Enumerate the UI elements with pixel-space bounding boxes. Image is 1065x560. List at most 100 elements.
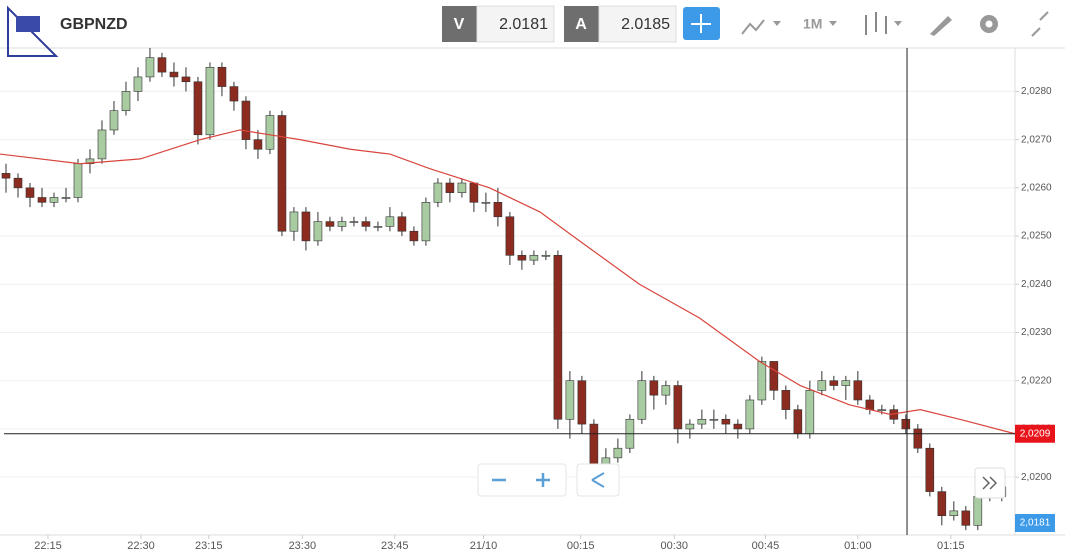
collapse-icon[interactable] — [1031, 11, 1049, 37]
candle-body — [709, 418, 719, 421]
candle-body — [97, 129, 107, 160]
candle-body — [673, 385, 683, 430]
candle-body — [613, 447, 623, 459]
candle-body — [337, 221, 347, 227]
symbol: GBPNZD — [60, 16, 128, 33]
crosshair-price: 2,0209 — [1020, 428, 1051, 439]
draw-icon[interactable] — [930, 16, 952, 36]
y-tick-label: 2,0230 — [1021, 327, 1052, 338]
candle-body — [865, 399, 875, 410]
y-tick-label: 2,0260 — [1021, 182, 1052, 193]
zoom-in[interactable] — [536, 473, 550, 487]
share-button[interactable] — [576, 463, 620, 497]
bid-label: V — [454, 16, 465, 33]
candle-body — [349, 221, 359, 223]
ask-box — [598, 5, 677, 43]
share-icon — [591, 472, 605, 488]
dropdown-arrow — [829, 21, 837, 26]
candle-body — [445, 182, 455, 193]
candle-body — [361, 221, 371, 227]
candle-body — [1, 173, 11, 179]
y-tick-label: 2,0250 — [1021, 231, 1052, 242]
candle-body — [877, 409, 887, 411]
x-tick-label: 22:15 — [34, 540, 62, 552]
candle-body — [61, 197, 71, 199]
zoom-bar — [477, 463, 567, 497]
candle-body — [769, 361, 779, 391]
candle-body — [121, 91, 131, 111]
bid-box — [476, 5, 555, 43]
candle-body — [457, 182, 467, 193]
candle-body — [37, 197, 47, 203]
ask-label: A — [575, 16, 587, 33]
candle-body — [313, 221, 323, 242]
y-tick-label: 2,0200 — [1021, 472, 1052, 483]
candle-body — [925, 447, 935, 492]
ask-price: 2.0185 — [621, 16, 670, 33]
candle-body — [949, 510, 959, 517]
timeframe[interactable]: 1M — [803, 16, 822, 32]
candle-body — [169, 71, 179, 78]
candle-body — [649, 380, 659, 396]
x-tick-label: 01:00 — [844, 540, 872, 552]
ask-button[interactable] — [564, 6, 599, 42]
candle-body — [517, 255, 527, 261]
candle-body — [805, 390, 815, 435]
candle-body — [793, 409, 803, 435]
candle-body — [289, 211, 299, 232]
candle-body — [661, 385, 671, 396]
candle-body — [253, 139, 263, 150]
candle-body — [409, 230, 419, 242]
x-tick-label: 01:15 — [937, 540, 965, 552]
candle-body — [781, 390, 791, 410]
scroll-icon — [982, 476, 998, 490]
candle-body — [493, 201, 503, 218]
candle-body — [913, 428, 923, 449]
candle-body — [49, 197, 59, 203]
candle-body — [901, 418, 911, 430]
candle-body — [229, 86, 239, 102]
candle-body — [541, 255, 551, 257]
plot: 2,02002,02102,02202,02302,02402,02502,02… — [0, 48, 1055, 552]
candle-body — [277, 115, 287, 232]
crosshair-price-box — [1015, 424, 1055, 443]
x-tick-label: 23:45 — [381, 540, 409, 552]
x-tick-label: 21/10 — [470, 540, 498, 552]
dropdown-arrow — [894, 21, 902, 26]
candle-body — [505, 216, 515, 256]
bid-price: 2.0181 — [499, 16, 548, 33]
candle-body — [145, 57, 155, 78]
toolbar: GBPNZD V 2.0181 A 2.0185 1M — [0, 0, 1065, 57]
moving-average — [0, 129, 1016, 435]
x-tick-label: 22:30 — [127, 540, 155, 552]
crosshair-icon — [691, 14, 711, 33]
y-tick-label: 2,0220 — [1021, 375, 1052, 386]
candle-body — [469, 182, 479, 203]
candle-body — [553, 255, 563, 420]
y-tick-label: 2,0270 — [1021, 134, 1052, 145]
candle-body — [421, 201, 431, 242]
candle-body — [433, 182, 443, 203]
candle-body — [13, 177, 23, 189]
candle-body — [133, 76, 143, 92]
candle-body — [265, 115, 275, 150]
y-tick-label: 2,0280 — [1021, 86, 1052, 97]
bid-button[interactable] — [442, 6, 477, 42]
candle-body — [181, 76, 191, 83]
candle-body — [109, 110, 119, 131]
last-price-box — [1015, 514, 1055, 532]
candle-body — [205, 66, 215, 136]
candle-body — [157, 57, 167, 73]
indicator-icon[interactable] — [741, 19, 765, 35]
candle-body — [733, 423, 743, 430]
chart-type-icon[interactable] — [865, 12, 887, 35]
x-tick-label: 23:15 — [195, 540, 223, 552]
x-tick-label: 00:15 — [567, 540, 595, 552]
x-tick-label: 23:30 — [289, 540, 317, 552]
candle-body — [829, 380, 839, 386]
candle-body — [301, 211, 311, 242]
candle-body — [745, 399, 755, 430]
candle-body — [85, 158, 95, 165]
candle-body — [697, 418, 707, 425]
